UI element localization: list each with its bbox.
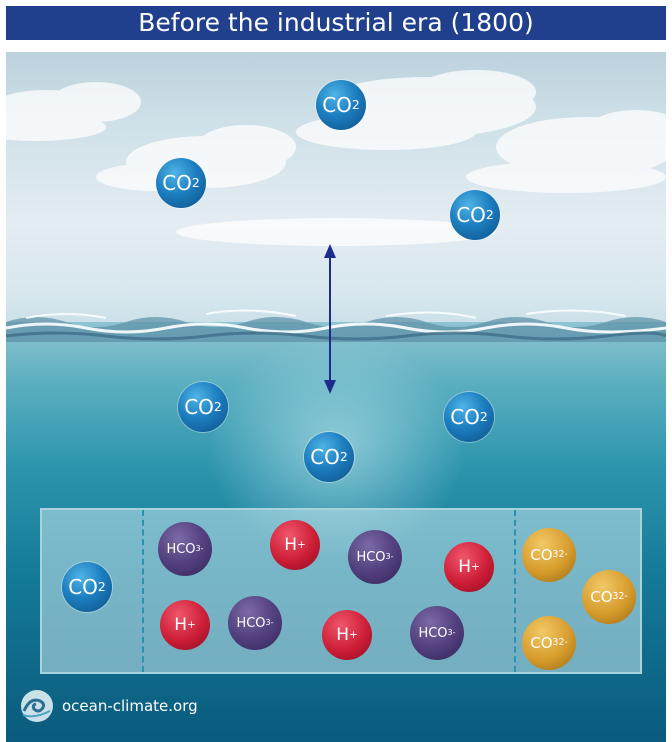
co2-molecule-air: CO 2: [156, 158, 206, 208]
exchange-arrow: [324, 244, 336, 394]
formula: CO: [450, 405, 480, 429]
title: Before the industrial era (1800): [138, 8, 534, 37]
formula: H: [174, 615, 187, 635]
co2-molecule-ocean: CO 2: [304, 432, 354, 482]
carbonate-ion: CO 3 2-: [582, 570, 636, 624]
formula: CO: [310, 445, 340, 469]
hydrogen-ion: H +: [270, 520, 320, 570]
co2-molecule-air: CO 2: [316, 80, 366, 130]
co2-molecule-air: CO 2: [450, 190, 500, 240]
scene: CO 2 CO 2 CO 2 CO 2 CO 2 CO 2 CO 2 HCO 3- HCO 3- …: [6, 52, 666, 742]
formula: H: [458, 557, 471, 577]
bicarbonate-ion: HCO 3-: [158, 522, 212, 576]
co2-molecule-ocean: CO 2: [444, 392, 494, 442]
formula: CO: [590, 588, 613, 606]
wave-logo-icon: [21, 690, 53, 722]
divider-right: [514, 510, 516, 672]
bicarbonate-ion: HCO 3-: [410, 606, 464, 660]
formula: HCO: [166, 541, 196, 557]
logo: ocean-climate.org: [20, 688, 220, 724]
hydrogen-ion: H +: [322, 610, 372, 660]
divider-left: [142, 510, 144, 672]
hydrogen-ion: H +: [160, 600, 210, 650]
formula: HCO: [356, 549, 386, 565]
formula: HCO: [236, 615, 266, 631]
bicarbonate-ion: HCO 3-: [228, 596, 282, 650]
co2-molecule-ocean: CO 2: [178, 382, 228, 432]
sea-surface: [6, 309, 666, 342]
formula: H: [284, 535, 297, 555]
formula: CO: [162, 171, 192, 195]
logo-text: ocean-climate.org: [62, 697, 198, 715]
formula: CO: [530, 546, 553, 564]
carbonate-ion: CO 3 2-: [522, 616, 576, 670]
carbonate-ion: CO 3 2-: [522, 528, 576, 582]
formula: CO: [456, 203, 486, 227]
title-bar: Before the industrial era (1800): [6, 6, 666, 40]
co2-molecule-box: CO 2: [62, 562, 112, 612]
formula: CO: [68, 575, 98, 599]
formula: H: [336, 625, 349, 645]
hydrogen-ion: H +: [444, 542, 494, 592]
formula: CO: [322, 93, 352, 117]
formula: CO: [530, 634, 553, 652]
formula: CO: [184, 395, 214, 419]
bicarbonate-ion: HCO 3-: [348, 530, 402, 584]
formula: HCO: [418, 625, 448, 641]
